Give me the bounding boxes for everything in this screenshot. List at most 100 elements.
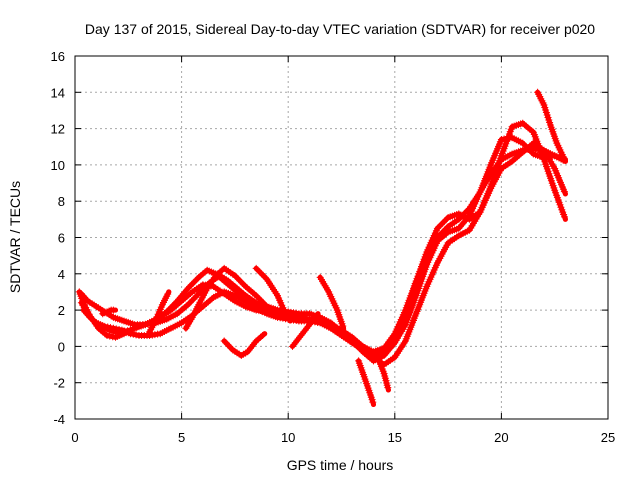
series-5-point-1 (381, 371, 387, 377)
series-3-point-14 (211, 294, 217, 300)
series-3-point-9 (157, 331, 163, 337)
series-3-point-41 (498, 166, 504, 171)
series-1-point-0 (78, 300, 84, 306)
series-3-point-15 (221, 289, 227, 295)
series-4-point-1 (362, 376, 368, 382)
series-3-point-24 (317, 320, 323, 326)
series-3-point-0 (81, 307, 86, 313)
chart-title: Day 137 of 2015, Sidereal Day-to-day VTE… (85, 21, 595, 37)
series-6-point-2 (547, 122, 553, 128)
series-1-point-33 (403, 322, 408, 328)
series-9-point-2 (334, 307, 340, 313)
series-1-point-45 (530, 151, 536, 157)
series-1-point-3 (96, 325, 101, 331)
series-13-point-9 (264, 304, 270, 309)
series-13-point-4 (213, 273, 219, 279)
series-11-point-0 (147, 329, 153, 335)
series-6-point-1 (541, 102, 547, 108)
series-4-point-3 (371, 402, 376, 407)
series-1-point-32 (392, 340, 398, 346)
series-13-point-7 (243, 284, 249, 289)
series-2-point-12 (196, 291, 202, 297)
series-2-point-15 (226, 278, 231, 284)
series-10-point-1 (298, 333, 304, 338)
y-tick-label-6: 8 (58, 194, 65, 209)
series-3-point-19 (264, 311, 270, 317)
series-4-point-0 (356, 358, 362, 364)
series-9-point-0 (317, 274, 323, 280)
series-3-point-25 (328, 322, 334, 328)
x-tick-label-1: 5 (178, 430, 185, 445)
y-tick-label-2: 0 (58, 339, 65, 354)
series-3-point-31 (392, 354, 398, 360)
series-2-point-4 (110, 314, 116, 320)
series-2-point-7 (142, 322, 148, 328)
series-2-point-16 (234, 285, 240, 291)
series-12 (99, 306, 118, 318)
series-13 (182, 264, 270, 332)
series-3-point-16 (232, 293, 238, 299)
series-3-point-37 (456, 233, 462, 239)
series-4 (355, 357, 377, 407)
series-3-point-4 (110, 325, 116, 331)
series-10-point-3 (315, 311, 321, 317)
series-9 (316, 273, 347, 331)
series-1-point-31 (381, 353, 387, 358)
series-12-point-1 (104, 309, 110, 315)
series-8-point-0 (253, 265, 259, 271)
series-3-point-7 (136, 333, 142, 338)
series-2-point-32 (403, 307, 408, 313)
series-10 (289, 311, 321, 350)
series-8-point-2 (275, 293, 280, 299)
series-2-point-30 (381, 345, 387, 351)
series-2-point-44 (530, 129, 536, 135)
series-3-point-35 (434, 260, 440, 266)
series-2-point-6 (132, 322, 138, 328)
y-tick-label-5: 6 (58, 231, 65, 246)
series-3-point-27 (349, 334, 355, 340)
series-3 (80, 139, 568, 369)
series-2-point-20 (275, 307, 280, 313)
series-2-point-36 (445, 215, 451, 220)
series-1-point-5 (113, 334, 118, 340)
series-1-point-4 (104, 333, 110, 338)
series-7-point-3 (245, 349, 251, 355)
series-2-point-33 (413, 278, 419, 284)
y-tick-label-3: 2 (58, 303, 65, 318)
x-tick-label-5: 25 (601, 430, 615, 445)
series-1-point-37 (445, 229, 451, 235)
series-3-point-39 (477, 209, 483, 215)
series-3-point-5 (119, 327, 125, 333)
series-7-point-4 (253, 338, 259, 344)
series-1-point-12 (185, 285, 191, 291)
series-2-point-46 (552, 187, 558, 193)
series-3-point-32 (403, 338, 408, 344)
series-7-point-5 (262, 331, 268, 337)
series-2-point-42 (509, 124, 515, 130)
series-2-point-38 (466, 216, 472, 222)
series-2-point-31 (392, 331, 398, 337)
series-1-point-36 (434, 238, 440, 244)
series-8-point-4 (287, 318, 293, 324)
series-12-point-2 (108, 307, 114, 313)
y-axis-label: SDTVAR / TECUs (7, 181, 23, 293)
series-2-point-1 (85, 298, 91, 304)
series-0-point-45 (509, 151, 515, 157)
series-0-point-19 (232, 298, 238, 304)
series-10-point-2 (307, 322, 312, 328)
series-13-point-8 (253, 293, 259, 299)
y-tick-label-10: 16 (51, 49, 65, 64)
axis-ticks (74, 55, 609, 420)
series-2-point-9 (164, 316, 170, 322)
y-tick-label-1: -2 (53, 376, 65, 391)
series-0-point-15 (189, 289, 195, 295)
series-10-point-0 (290, 343, 295, 349)
x-tick-label-0: 0 (71, 430, 78, 445)
series-9-point-1 (326, 289, 332, 295)
series-1-point-24 (307, 311, 312, 317)
series-7-point-2 (238, 353, 244, 358)
series-13-point-2 (196, 302, 202, 308)
grid-lines (75, 56, 608, 419)
series-2-point-17 (243, 293, 249, 299)
